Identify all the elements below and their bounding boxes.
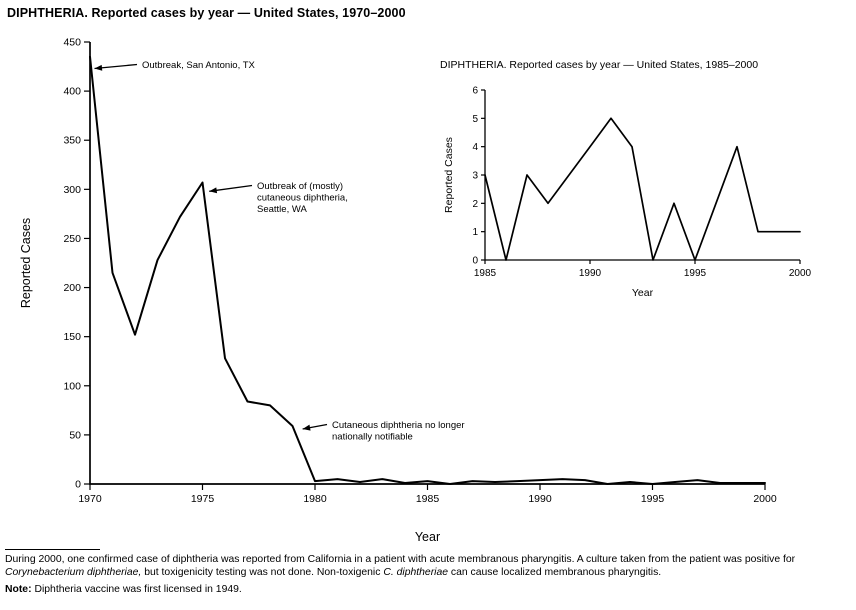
svg-text:200: 200	[63, 282, 81, 294]
svg-text:1995: 1995	[684, 268, 707, 279]
svg-text:Outbreak, San Antonio, TX: Outbreak, San Antonio, TX	[142, 60, 256, 71]
note-line: Note: Diphtheria vaccine was first licen…	[5, 583, 852, 596]
svg-text:1990: 1990	[579, 268, 602, 279]
svg-text:0: 0	[75, 479, 81, 491]
svg-text:1990: 1990	[528, 493, 552, 505]
svg-text:DIPHTHERIA. Reported cases by: DIPHTHERIA. Reported cases by year — Uni…	[440, 59, 758, 71]
svg-text:2000: 2000	[753, 493, 777, 505]
svg-text:6: 6	[472, 86, 478, 97]
svg-text:1970: 1970	[78, 493, 102, 505]
svg-text:2000: 2000	[789, 268, 812, 279]
svg-text:Cutaneous diphtheria no longer: Cutaneous diphtheria no longer nationally…	[332, 420, 465, 443]
svg-text:1985: 1985	[416, 493, 440, 505]
note-label: Note:	[5, 584, 32, 595]
svg-text:1980: 1980	[303, 493, 327, 505]
svg-text:3: 3	[472, 171, 478, 182]
svg-text:Year: Year	[415, 530, 440, 544]
footnote-block: During 2000, one confirmed case of dipht…	[5, 549, 852, 596]
chart-title: DIPHTHERIA. Reported cases by year — Uni…	[7, 6, 406, 20]
svg-text:350: 350	[63, 135, 81, 147]
svg-text:4: 4	[472, 142, 478, 153]
svg-text:Reported Cases: Reported Cases	[19, 218, 33, 308]
svg-text:50: 50	[69, 429, 81, 441]
svg-text:2: 2	[472, 199, 478, 210]
svg-text:300: 300	[63, 184, 81, 196]
svg-text:5: 5	[472, 114, 478, 125]
svg-text:1: 1	[472, 227, 478, 238]
svg-text:0: 0	[472, 256, 478, 267]
svg-text:450: 450	[63, 37, 81, 49]
footnote-text: During 2000, one confirmed case of dipht…	[5, 554, 796, 578]
svg-text:Outbreak of (mostly)cutaneous: Outbreak of (mostly) cutaneous diphtheria…	[257, 181, 348, 215]
svg-text:Reported Cases: Reported Cases	[443, 137, 455, 213]
svg-text:1975: 1975	[191, 493, 215, 505]
svg-text:Year: Year	[632, 287, 654, 299]
svg-text:400: 400	[63, 86, 81, 98]
svg-text:250: 250	[63, 233, 81, 245]
svg-text:1995: 1995	[641, 493, 665, 505]
note-body: Diphtheria vaccine was first licensed in…	[31, 584, 242, 595]
svg-text:100: 100	[63, 380, 81, 392]
footnote-divider	[5, 549, 100, 550]
svg-text:1985: 1985	[474, 268, 497, 279]
svg-text:150: 150	[63, 331, 81, 343]
